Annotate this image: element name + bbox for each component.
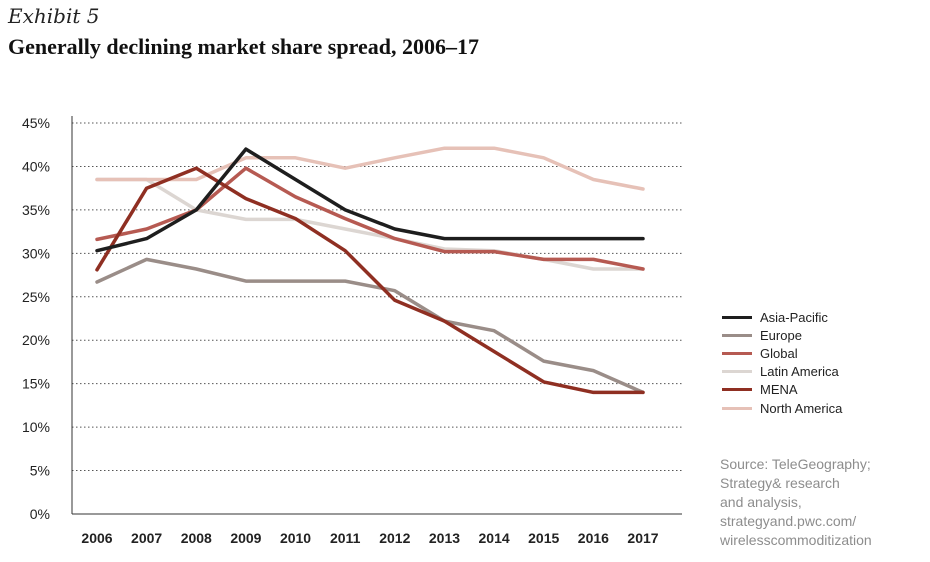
source-line: Strategy& research	[720, 475, 840, 491]
legend-label: North America	[760, 400, 843, 416]
x-tick-label: 2013	[429, 530, 460, 546]
exhibit-label: Exhibit 5	[8, 4, 100, 28]
legend-swatch	[722, 333, 752, 337]
legend-label: MENA	[760, 382, 798, 398]
y-tick-label: 0%	[30, 506, 50, 522]
legend-item-north-america: North America	[722, 399, 842, 417]
legend-label: Latin America	[760, 364, 839, 380]
y-tick-label: 20%	[22, 332, 50, 348]
legend-swatch	[722, 388, 752, 392]
legend-swatch	[722, 351, 752, 355]
y-tick-label: 10%	[22, 419, 50, 435]
x-tick-label: 2008	[181, 530, 212, 546]
source-line: strategyand.pwc.com/	[720, 513, 857, 529]
y-tick-label: 15%	[22, 376, 50, 392]
chart-title: Generally declining market share spread,…	[8, 34, 479, 59]
x-tick-label: 2007	[131, 530, 162, 546]
y-tick-label: 45%	[22, 115, 50, 131]
x-tick-label: 2006	[81, 530, 112, 546]
x-tick-label: 2014	[479, 530, 510, 546]
y-tick-label: 5%	[30, 463, 50, 479]
x-tick-label: 2017	[627, 530, 658, 546]
legend-swatch	[722, 370, 752, 374]
x-tick-label: 2016	[578, 530, 609, 546]
x-tick-label: 2015	[528, 530, 559, 546]
series-line-mena	[95, 166, 645, 395]
series-lines	[95, 146, 645, 395]
x-tick-label: 2010	[280, 530, 311, 546]
legend: Asia-Pacific Europe Global Latin America MEN…	[722, 308, 842, 417]
legend-item-mena: MENA	[722, 381, 842, 399]
series-line-north-america	[95, 146, 645, 191]
x-axis-ticks: 2006 2007 2008 2009 2010 2011 2012 2013 2014 2015…	[81, 530, 658, 546]
y-tick-label: 40%	[22, 158, 50, 174]
series-line-latin-america	[95, 177, 645, 271]
legend-label: Europe	[760, 327, 802, 343]
source-line: wirelesscommoditization	[720, 532, 872, 548]
series-line-europe	[95, 257, 645, 395]
legend-label: Asia-Pacific	[760, 309, 828, 325]
legend-swatch	[722, 406, 752, 410]
legend-item-global: Global	[722, 344, 842, 362]
x-tick-label: 2012	[379, 530, 410, 546]
legend-label: Global	[760, 345, 798, 361]
x-tick-label: 2009	[230, 530, 261, 546]
legend-item-asia-pacific: Asia-Pacific	[722, 308, 842, 326]
y-tick-label: 35%	[22, 202, 50, 218]
source-line: and analysis,	[720, 494, 802, 510]
legend-item-latin-america: Latin America	[722, 363, 842, 381]
source-note: Source: TeleGeography; Strategy& research…	[720, 455, 920, 550]
source-line: Source: TeleGeography;	[720, 456, 871, 472]
legend-swatch	[722, 315, 752, 319]
y-tick-label: 25%	[22, 289, 50, 305]
x-tick-label: 2011	[330, 530, 361, 546]
gridlines	[72, 122, 682, 472]
legend-item-europe: Europe	[722, 326, 842, 344]
y-tick-label: 30%	[22, 245, 50, 261]
series-line-asia-pacific	[95, 147, 645, 253]
y-axis-ticks: 0% 5% 10% 15% 20% 25% 30% 35% 40% 45%	[22, 115, 50, 522]
